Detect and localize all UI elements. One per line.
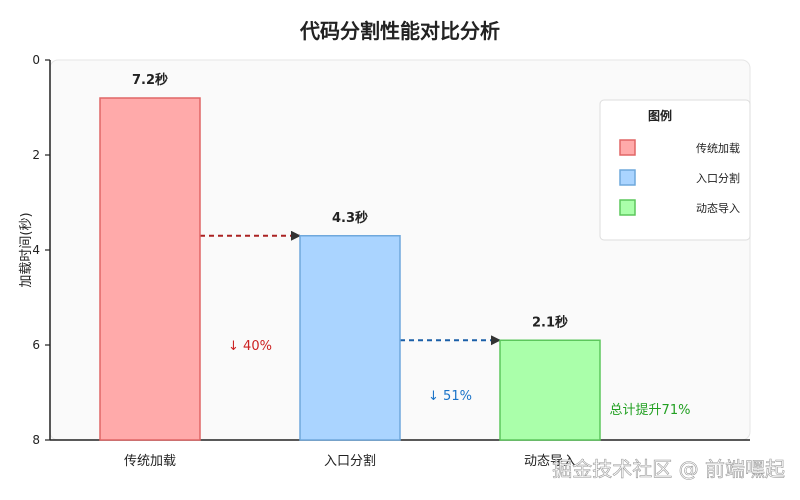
x-tick-label: 传统加载 [124, 454, 176, 469]
bar-value-label: 2.1秒 [532, 314, 568, 330]
bars-layer [99, 97, 601, 441]
chart-title: 代码分割性能对比分析 [299, 19, 500, 43]
x-tick-label: 动态导入 [524, 454, 576, 469]
bar-3 [499, 339, 601, 441]
legend-swatch [619, 169, 636, 186]
y-tick-label: 8 [32, 433, 40, 447]
value-labels: 7.2秒 4.3秒 2.1秒 [132, 72, 568, 330]
x-tick-label: 入口分割 [324, 453, 376, 469]
legend-title: 图例 [648, 108, 672, 123]
bar-value-label: 7.2秒 [132, 72, 168, 88]
legend-label: 传统加载 [696, 142, 740, 155]
y-tick-label: 6 [32, 338, 40, 352]
bar-2 [299, 235, 401, 441]
legend-label: 入口分割 [696, 171, 740, 185]
annotation-total-improvement: 总计提升71% [610, 402, 691, 418]
y-tick-label: 2 [32, 148, 40, 162]
arrows-layer [200, 230, 501, 346]
y-axis-label: 加载时间(秒) [19, 212, 34, 287]
legend-label: 动态导入 [696, 202, 740, 215]
y-tick-label: 0 [32, 53, 40, 67]
watermark: 掘金技术社区 @ 前端嘿起 [552, 457, 785, 481]
x-ticks: 传统加载 入口分割 动态导入 [124, 453, 576, 469]
legend-box [599, 99, 751, 241]
y-tick-label: 4 [32, 243, 40, 257]
bar-value-label: 4.3秒 [332, 210, 368, 226]
legend-swatch [619, 139, 636, 156]
annotation-reduction-40: ↓ 40% [228, 339, 272, 354]
annotation-reduction-51: ↓ 51% [428, 389, 472, 404]
y-ticks: 0 2 4 6 8 [32, 53, 50, 447]
bar-1 [99, 97, 201, 441]
legend-swatch [619, 199, 636, 216]
